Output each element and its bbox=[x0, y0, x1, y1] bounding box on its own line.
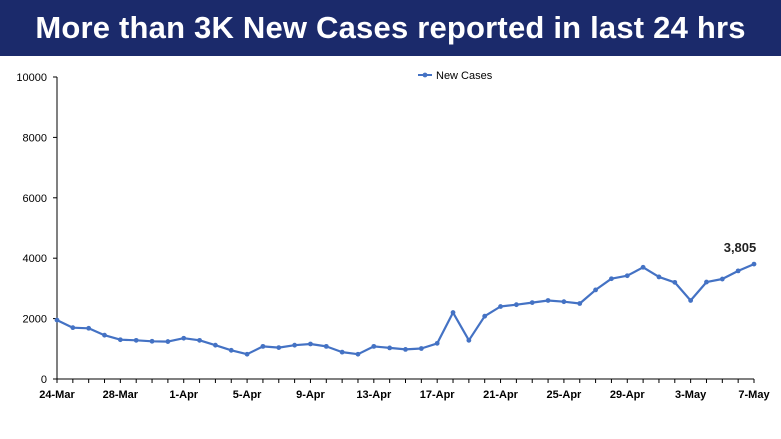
legend-marker bbox=[422, 72, 428, 78]
data-point bbox=[260, 343, 266, 349]
data-point bbox=[149, 338, 155, 344]
y-tick-label: 4000 bbox=[23, 253, 47, 265]
x-tick-label: 5-Apr bbox=[233, 389, 262, 401]
data-point bbox=[719, 276, 725, 282]
data-point bbox=[466, 337, 472, 343]
y-axis-ticks: 0 2000 4000 6000 8000 10000 bbox=[16, 72, 57, 386]
data-point bbox=[735, 268, 741, 274]
data-point bbox=[102, 332, 107, 338]
data-point bbox=[387, 345, 393, 351]
data-point bbox=[434, 340, 440, 346]
data-point bbox=[70, 325, 76, 331]
x-tick-label: 25-Apr bbox=[546, 389, 582, 401]
data-point bbox=[529, 300, 535, 305]
data-point bbox=[609, 276, 614, 282]
data-point bbox=[498, 304, 503, 309]
data-point bbox=[54, 317, 60, 323]
x-tick-label: 7-May bbox=[738, 389, 770, 401]
data-point bbox=[640, 264, 646, 270]
data-point bbox=[656, 274, 662, 280]
data-point bbox=[197, 337, 202, 343]
data-point bbox=[418, 346, 424, 351]
y-tick-label: 0 bbox=[41, 374, 47, 386]
x-tick-label: 29-Apr bbox=[610, 389, 646, 401]
data-point bbox=[228, 347, 234, 353]
x-tick-label: 21-Apr bbox=[483, 389, 519, 401]
data-point bbox=[624, 273, 630, 279]
data-point bbox=[751, 261, 757, 267]
data-point bbox=[593, 287, 598, 293]
y-tick-label: 8000 bbox=[23, 132, 47, 144]
series-group bbox=[54, 261, 757, 357]
data-point bbox=[371, 343, 377, 349]
series-line bbox=[56, 263, 755, 356]
legend-label: New Cases bbox=[436, 70, 493, 82]
y-tick-label: 10000 bbox=[16, 72, 47, 84]
data-point bbox=[688, 298, 694, 303]
data-point bbox=[672, 279, 678, 285]
data-point bbox=[561, 299, 567, 305]
chart-axes bbox=[56, 77, 754, 380]
title-banner: More than 3K New Cases reported in last … bbox=[0, 0, 781, 56]
x-tick-label: 24-Mar bbox=[39, 389, 75, 401]
data-point bbox=[117, 337, 123, 343]
data-point bbox=[355, 351, 361, 357]
data-point bbox=[450, 310, 456, 315]
page-title: More than 3K New Cases reported in last … bbox=[35, 10, 746, 45]
x-tick-label: 9-Apr bbox=[296, 389, 325, 401]
data-label: 3,805 bbox=[724, 240, 757, 255]
x-tick-label: 1-Apr bbox=[169, 389, 198, 401]
data-point bbox=[482, 313, 488, 319]
x-tick-label: 13-Apr bbox=[356, 389, 392, 401]
chart-annotations: 3,805 bbox=[724, 240, 757, 255]
y-tick-label: 6000 bbox=[23, 193, 47, 205]
data-point bbox=[292, 342, 298, 348]
x-tick-label: 3-May bbox=[675, 389, 707, 401]
x-axis-ticks: 24-Mar 28-Mar 1-Apr 5-Apr 9-Apr 13-Apr 17-Apr 2… bbox=[39, 379, 770, 401]
data-point bbox=[133, 337, 139, 343]
data-point bbox=[181, 335, 187, 341]
y-tick-label: 2000 bbox=[23, 314, 47, 326]
data-point bbox=[545, 298, 551, 303]
x-tick-label: 28-Mar bbox=[103, 389, 139, 401]
data-point bbox=[704, 279, 709, 285]
data-point bbox=[213, 342, 218, 348]
data-point bbox=[513, 302, 519, 308]
data-point bbox=[308, 341, 313, 347]
x-tick-label: 17-Apr bbox=[420, 389, 456, 401]
chart-legend: New Cases bbox=[418, 70, 493, 82]
data-point bbox=[403, 347, 408, 352]
data-point bbox=[86, 325, 92, 331]
data-point bbox=[244, 351, 250, 357]
data-point bbox=[165, 339, 171, 344]
data-point bbox=[339, 349, 345, 355]
data-point bbox=[276, 345, 282, 350]
data-point bbox=[577, 301, 583, 306]
data-point bbox=[323, 343, 329, 349]
line-chart: 0 2000 4000 6000 8000 10000 24-Mar 28-Mar 1-Apr… bbox=[16, 70, 770, 401]
